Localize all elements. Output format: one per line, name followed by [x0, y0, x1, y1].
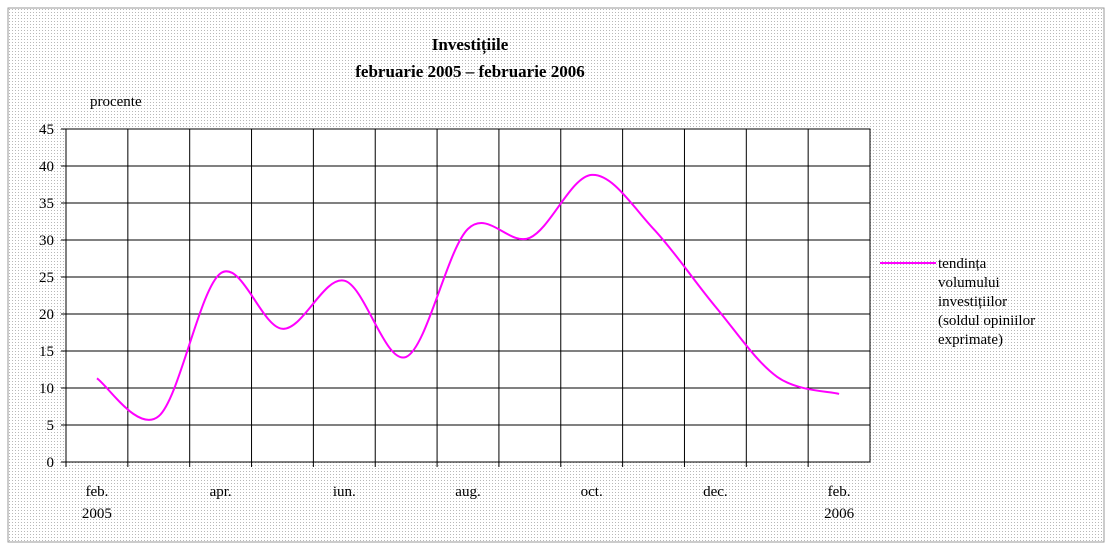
x-tick-label: dec. — [703, 484, 728, 500]
chart-subtitle: februarie 2005 – februarie 2006 — [355, 62, 584, 81]
y-tick-label: 15 — [39, 344, 54, 360]
x-tick-label: apr. — [210, 484, 232, 500]
y-tick-label: 5 — [47, 418, 55, 434]
data-line — [96, 173, 840, 421]
y-tick-label: 10 — [39, 381, 54, 397]
plot-area — [65, 128, 871, 463]
x-tick-label: feb. 2006 — [824, 484, 855, 522]
y-tick-label: 45 — [39, 122, 54, 138]
x-tick-label: feb. 2005 — [82, 484, 112, 522]
chart-title: Investițiile — [432, 35, 509, 55]
x-tick-label: oct. — [581, 484, 603, 500]
y-tick-label: 40 — [39, 159, 54, 175]
y-tick-label: 30 — [39, 233, 54, 249]
x-tick-label: iun. — [333, 484, 356, 500]
y-tick-label: 35 — [39, 196, 54, 212]
y-axis-label: procente — [90, 94, 142, 110]
y-tick-label: 0 — [47, 455, 55, 471]
y-tick-label: 25 — [39, 270, 54, 286]
y-tick-label: 20 — [39, 307, 54, 323]
x-tick-label: aug. — [455, 484, 480, 500]
legend-label: tendința volumului investițiilor (soldul op… — [938, 256, 1035, 348]
